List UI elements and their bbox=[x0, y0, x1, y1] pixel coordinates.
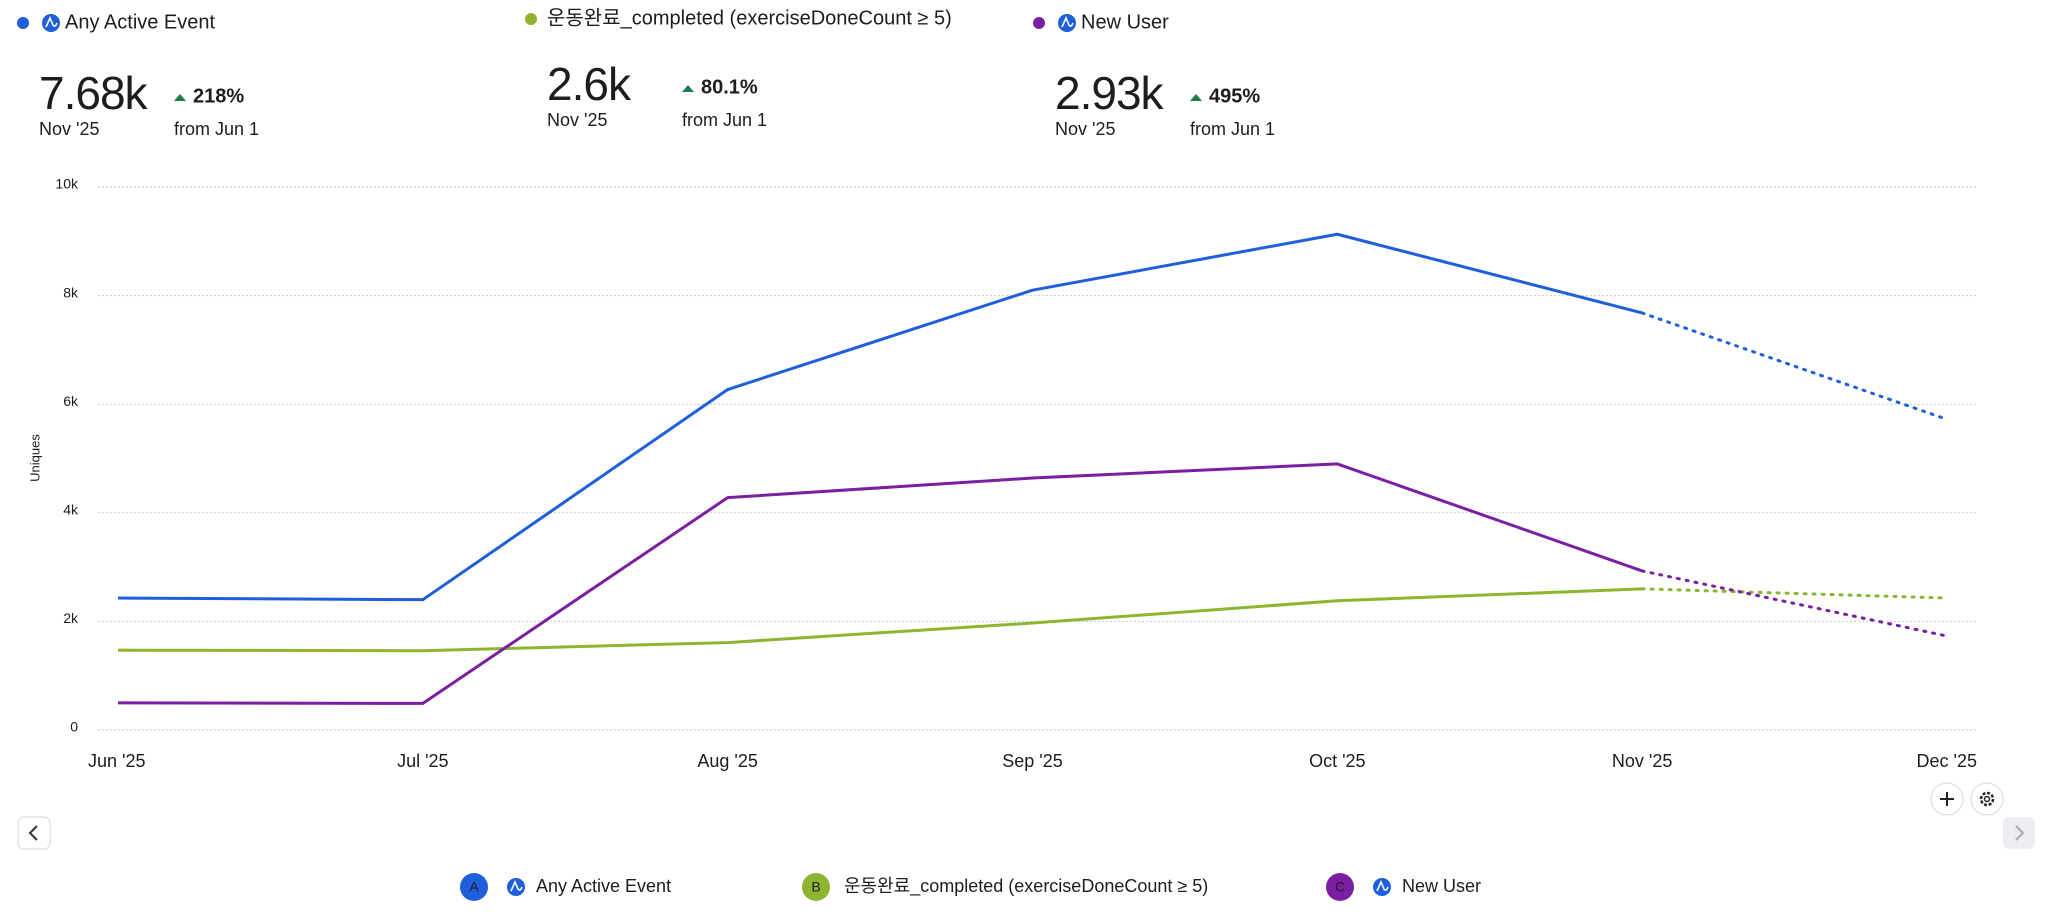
legend-dot bbox=[1033, 17, 1045, 29]
summary-value: 2.6k bbox=[547, 58, 632, 110]
event-icon bbox=[42, 14, 60, 32]
series-line bbox=[117, 232, 1643, 602]
legend-badge bbox=[1326, 873, 1354, 901]
y-tick-label: 10k bbox=[55, 176, 79, 192]
x-tick-label: Jul '25 bbox=[397, 751, 448, 771]
series-line-forecast bbox=[1640, 311, 1949, 421]
series-line bbox=[117, 462, 1643, 705]
next-button[interactable] bbox=[2003, 817, 2035, 849]
event-icon-glyph bbox=[45, 16, 58, 28]
event-icon-glyph bbox=[1376, 880, 1389, 892]
y-tick-label: 2k bbox=[63, 610, 79, 626]
summary-value: 2.93k bbox=[1055, 67, 1165, 119]
summary-series-name: 운동완료_completed (exerciseDoneCount ≥ 5) bbox=[547, 6, 952, 29]
summary-period: Nov '25 bbox=[547, 110, 607, 130]
legend-label: Any Active Event bbox=[536, 876, 671, 896]
y-tick-label: 4k bbox=[63, 502, 79, 518]
legend-letter: A bbox=[469, 879, 479, 895]
summary-change-note: from Jun 1 bbox=[174, 119, 259, 139]
legend-badge bbox=[802, 873, 830, 901]
event-icon bbox=[1373, 878, 1391, 896]
summary-value: 7.68k bbox=[39, 67, 149, 119]
summary-change-note: from Jun 1 bbox=[1190, 119, 1275, 139]
series-line-forecast bbox=[1640, 587, 1949, 600]
series-line bbox=[117, 587, 1643, 653]
change-arrow bbox=[174, 94, 186, 101]
prev-button[interactable] bbox=[17, 816, 51, 850]
y-tick-label: 0 bbox=[70, 719, 78, 735]
y-tick-label: 8k bbox=[63, 284, 79, 300]
event-icon-glyph bbox=[1061, 16, 1074, 28]
legend-badge bbox=[460, 873, 488, 901]
x-tick-label: Nov '25 bbox=[1612, 751, 1672, 771]
summary-series-name: New User bbox=[1081, 11, 1169, 33]
summary-period: Nov '25 bbox=[39, 119, 99, 139]
legend-label: New User bbox=[1402, 876, 1481, 896]
legend-dot bbox=[17, 17, 29, 29]
summary-series-name: Any Active Event bbox=[65, 11, 216, 33]
add-button[interactable] bbox=[1930, 782, 1964, 816]
settings-button[interactable] bbox=[1970, 782, 2004, 816]
x-tick-label: Sep '25 bbox=[1002, 751, 1063, 771]
x-tick-label: Jun '25 bbox=[88, 751, 145, 771]
event-icon bbox=[507, 878, 525, 896]
x-tick-label: Dec '25 bbox=[1917, 751, 1977, 771]
x-tick-label: Aug '25 bbox=[697, 751, 758, 771]
x-tick-label: Oct '25 bbox=[1309, 751, 1365, 771]
change-arrow bbox=[1190, 94, 1202, 101]
summary-change-note: from Jun 1 bbox=[682, 110, 767, 130]
summary-period: Nov '25 bbox=[1055, 119, 1115, 139]
y-axis-label: Uniques bbox=[27, 434, 42, 482]
event-icon bbox=[1058, 14, 1076, 32]
summary-change: 80.1% bbox=[701, 76, 758, 98]
legend-letter: C bbox=[1335, 879, 1345, 895]
legend-label: 운동완료_completed (exerciseDoneCount ≥ 5) bbox=[844, 876, 1208, 897]
y-tick-label: 6k bbox=[63, 393, 79, 409]
legend-letter: B bbox=[811, 879, 820, 895]
change-arrow bbox=[682, 85, 694, 92]
series-line-forecast bbox=[1640, 569, 1949, 638]
legend-dot bbox=[525, 13, 537, 25]
summary-change: 495% bbox=[1209, 85, 1260, 107]
event-icon-glyph bbox=[510, 880, 523, 892]
summary-change: 218% bbox=[193, 85, 244, 107]
